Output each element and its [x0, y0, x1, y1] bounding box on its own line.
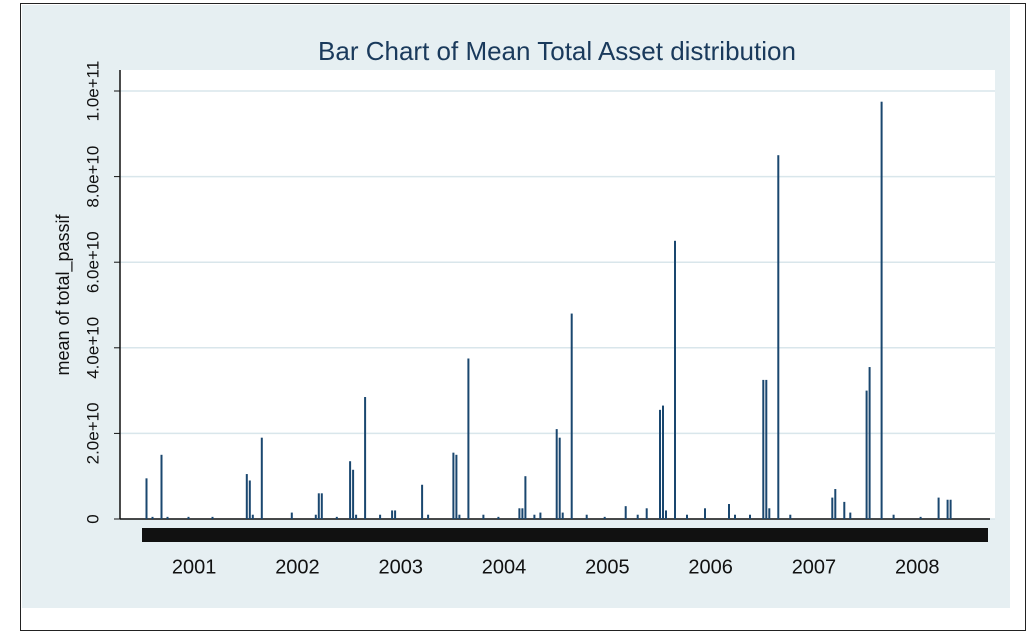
bar — [320, 493, 323, 519]
bar — [211, 516, 214, 519]
bar — [762, 379, 765, 519]
bar — [187, 516, 190, 519]
y-tick-label: 2.0e+10 — [83, 402, 102, 464]
bar — [636, 514, 639, 519]
bar — [335, 516, 338, 519]
overlapping-labels — [142, 528, 988, 542]
bar — [452, 452, 455, 519]
y-tick-label: 1.0e+11 — [83, 61, 102, 122]
bar — [455, 454, 458, 519]
x-group-label: 2008 — [895, 556, 940, 578]
bar — [603, 516, 606, 519]
bar — [248, 480, 251, 519]
bar — [151, 516, 154, 519]
bar — [789, 514, 792, 519]
x-group-label: 2002 — [275, 556, 320, 578]
bar — [662, 405, 664, 519]
bar — [427, 514, 430, 519]
bar — [482, 514, 485, 519]
bar — [734, 514, 736, 519]
bar — [521, 508, 524, 519]
bar — [555, 429, 558, 519]
bar — [849, 512, 852, 519]
bar — [349, 461, 352, 519]
bar — [518, 508, 521, 519]
bar — [834, 489, 837, 519]
bar — [458, 514, 461, 519]
bar — [765, 379, 768, 519]
bar — [768, 508, 771, 519]
bar — [949, 499, 952, 519]
bar — [260, 437, 263, 519]
x-group-label: 2006 — [688, 556, 733, 578]
bar — [245, 474, 248, 519]
bar — [533, 514, 536, 519]
bar — [645, 508, 648, 519]
bar — [251, 514, 254, 519]
bar — [561, 512, 564, 519]
bar — [946, 499, 949, 519]
bar — [749, 514, 751, 519]
bar — [160, 454, 163, 519]
bar — [352, 469, 355, 519]
bar — [937, 497, 940, 519]
y-tick-label: 0 — [83, 514, 102, 523]
bar — [391, 510, 394, 519]
bar — [317, 493, 320, 519]
bar — [539, 512, 542, 519]
bar — [831, 497, 834, 519]
y-tick-label: 8.0e+10 — [83, 146, 102, 208]
bar — [585, 514, 588, 519]
bar — [624, 506, 627, 519]
x-group-label: 2003 — [379, 556, 424, 578]
x-group-label: 2007 — [792, 556, 837, 578]
bar — [379, 514, 382, 519]
bar — [497, 516, 500, 519]
bar — [686, 514, 688, 519]
bar — [570, 313, 573, 519]
chart-title: Bar Chart of Mean Total Asset distributi… — [318, 36, 796, 66]
bar — [467, 358, 470, 519]
bar — [355, 514, 358, 519]
bar — [919, 516, 922, 519]
x-group-label: 2005 — [585, 556, 630, 578]
bar — [674, 240, 676, 520]
bar — [166, 516, 169, 519]
x-group-label: 2001 — [172, 556, 217, 578]
bar — [843, 501, 846, 519]
bar — [892, 514, 895, 519]
bar — [868, 367, 871, 519]
bar — [659, 409, 661, 519]
y-tick-label: 6.0e+10 — [83, 231, 102, 293]
bar — [394, 510, 397, 519]
bar — [665, 510, 667, 519]
bar — [524, 476, 527, 519]
bar — [364, 397, 367, 519]
y-tick-label: 4.0e+10 — [83, 317, 102, 379]
bar — [777, 155, 780, 519]
bar — [290, 512, 293, 519]
bar — [704, 508, 706, 519]
bar — [421, 484, 424, 519]
bar — [558, 437, 561, 519]
bar — [880, 101, 883, 519]
x-group-label: 2004 — [482, 556, 527, 578]
bar — [728, 504, 730, 519]
bar — [865, 390, 868, 519]
y-axis-label: mean of total_passif — [53, 213, 74, 375]
bar — [314, 514, 317, 519]
bar — [145, 478, 148, 519]
